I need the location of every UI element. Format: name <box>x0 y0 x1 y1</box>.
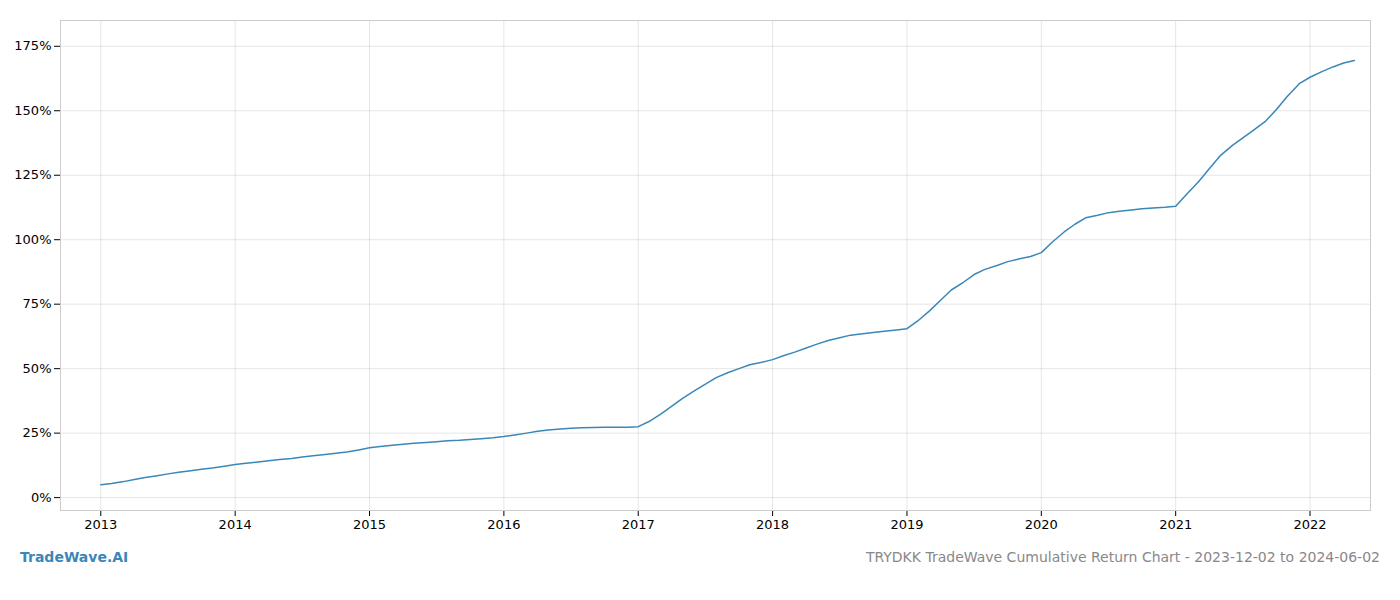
svg-text:2017: 2017 <box>622 517 655 532</box>
svg-text:2020: 2020 <box>1025 517 1058 532</box>
svg-text:150%: 150% <box>14 103 51 118</box>
svg-text:175%: 175% <box>14 38 51 53</box>
svg-text:0%: 0% <box>31 490 52 505</box>
svg-text:2021: 2021 <box>1159 517 1192 532</box>
html-text:TRYDKK TradeWave Cumulative Re: TRYDKK TradeWave Cumulative Return Chart… <box>865 549 1380 565</box>
svg-text:50%: 50% <box>23 361 52 376</box>
svg-text:75%: 75% <box>23 296 52 311</box>
svg-text:2014: 2014 <box>219 517 252 532</box>
svg-text:2016: 2016 <box>487 517 520 532</box>
svg-text:2022: 2022 <box>1293 517 1326 532</box>
html-text:TradeWave.AI: TradeWave.AI <box>20 549 129 565</box>
svg-text:25%: 25% <box>23 425 52 440</box>
svg-text:125%: 125% <box>14 167 51 182</box>
svg-text:2018: 2018 <box>756 517 789 532</box>
svg-text:2019: 2019 <box>890 517 923 532</box>
svg-text:100%: 100% <box>14 232 51 247</box>
svg-text:2015: 2015 <box>353 517 386 532</box>
svg-text:2013: 2013 <box>84 517 117 532</box>
